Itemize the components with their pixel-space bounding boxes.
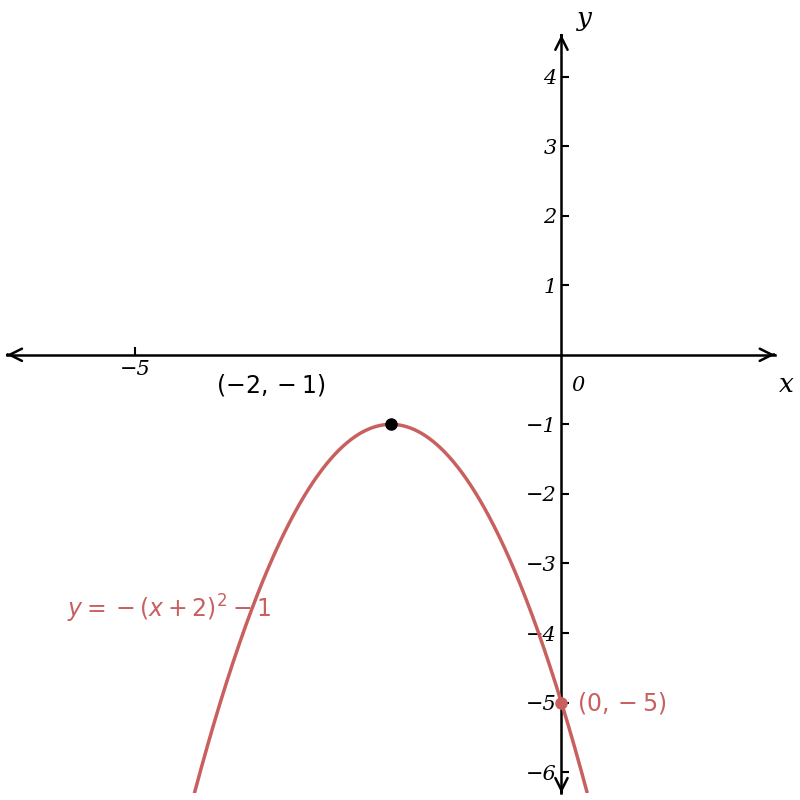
Text: x: x bbox=[779, 372, 794, 397]
Text: $y = -(x+2)^2 - 1$: $y = -(x+2)^2 - 1$ bbox=[66, 593, 271, 625]
Text: 0: 0 bbox=[572, 376, 585, 394]
Text: y: y bbox=[577, 6, 592, 31]
Text: $(-2,-1)$: $(-2,-1)$ bbox=[216, 372, 326, 398]
Text: $(0,-5)$: $(0,-5)$ bbox=[577, 690, 666, 716]
